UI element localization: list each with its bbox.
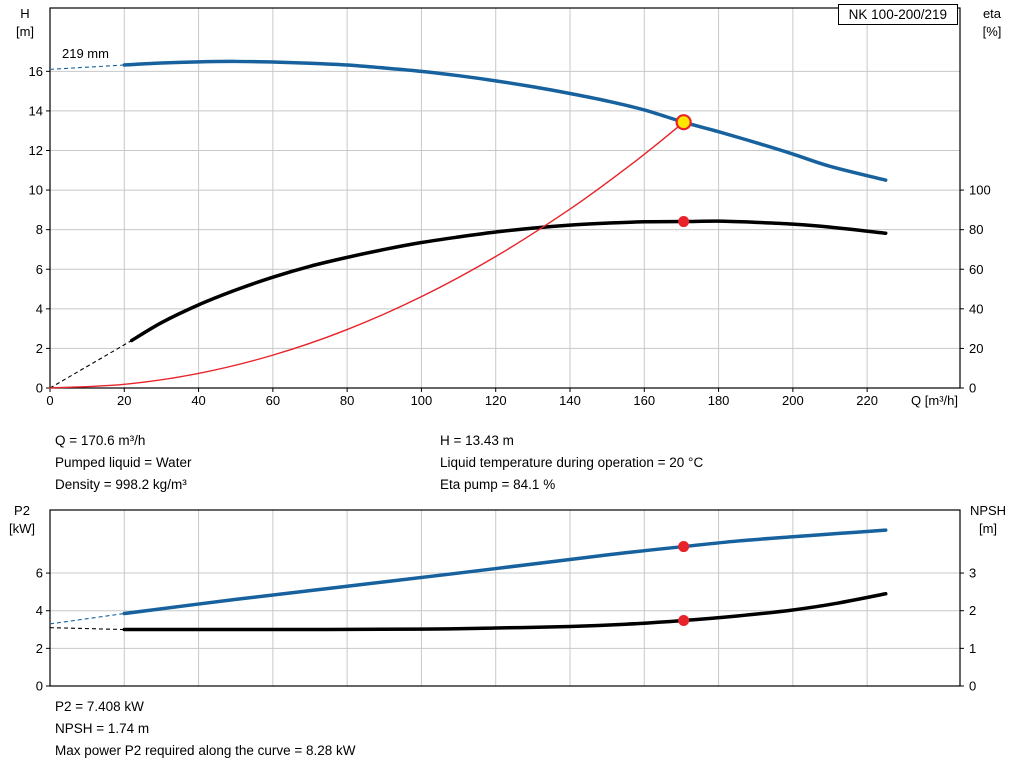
x-axis-title: Q [m³/h] xyxy=(911,393,958,408)
y-right-tick-label: 100 xyxy=(969,183,991,198)
y-right-tick-label: 40 xyxy=(969,301,983,316)
x-tick-label: 60 xyxy=(266,393,280,408)
y-right-tick-label: 80 xyxy=(969,222,983,237)
marker-eta-duty-point xyxy=(678,216,690,228)
y-right-tick-label: 60 xyxy=(969,262,983,277)
y-right-tick-label: 1 xyxy=(969,641,976,656)
x-tick-label: 120 xyxy=(485,393,507,408)
tick-labels: 0 2 4 6 0 1 2 3 xyxy=(36,566,976,694)
x-tick-label: 80 xyxy=(340,393,354,408)
curve-npsh-curve-lead xyxy=(49,627,125,631)
p2-value-text: P2 = 7.408 kW xyxy=(55,699,144,714)
y-right-tick-label: 0 xyxy=(969,679,976,694)
q-value-text: Q = 170.6 m³/h xyxy=(55,433,146,448)
marker-npsh-duty-point xyxy=(678,614,690,626)
marker-p2-duty-point xyxy=(678,541,690,553)
eta-axis-label-line2: [%] xyxy=(982,24,1002,39)
pumped-liquid-text: Pumped liquid = Water xyxy=(55,455,192,470)
max-power-text: Max power P2 required along the curve = … xyxy=(55,743,356,758)
h-axis-label: H [m] xyxy=(6,5,44,41)
plot-border xyxy=(49,509,961,687)
npsh-value-text: NPSH = 1.74 m xyxy=(55,721,150,736)
y-left-tick-label: 2 xyxy=(36,641,43,656)
npsh-axis-label-line2: [m] xyxy=(978,521,998,536)
plot-border xyxy=(49,7,961,389)
y-left-tick-label: 4 xyxy=(36,301,43,316)
curve-npsh-curve xyxy=(122,592,888,632)
density-text: Density = 998.2 kg/m³ xyxy=(55,477,187,492)
x-tick-label: 20 xyxy=(117,393,131,408)
p2-npsh-chart: 0 2 4 6 0 1 2 3 xyxy=(36,509,976,694)
eta-axis-label-line1: eta xyxy=(982,6,1002,21)
temperature-text: Liquid temperature during operation = 20… xyxy=(440,455,704,470)
y-left-tick-label: 12 xyxy=(29,143,43,158)
y-left-tick-label: 14 xyxy=(29,103,43,118)
gridlines xyxy=(50,510,960,686)
pump-type-label: NK 100-200/219 xyxy=(837,4,958,25)
curve-eta-curve-lead xyxy=(49,340,132,389)
x-tick-label: 160 xyxy=(633,393,655,408)
y-right-tick-label: 20 xyxy=(969,341,983,356)
y-left-tick-label: 16 xyxy=(29,64,43,79)
eta-axis-label: eta [%] xyxy=(966,5,1018,41)
gridlines xyxy=(50,8,960,388)
tick-labels: 0 20 40 60 80 100 120 140 160 180 200 220 Q [m³/h]02… xyxy=(29,64,991,408)
y-left-tick-label: 2 xyxy=(36,341,43,356)
x-tick-label: 100 xyxy=(411,393,433,408)
x-tick-label: 0 xyxy=(46,393,53,408)
x-tick-label: 140 xyxy=(559,393,581,408)
npsh-axis-label: NPSH [m] xyxy=(960,502,1016,538)
curve-head-curve-lead xyxy=(49,64,125,70)
x-tick-label: 180 xyxy=(708,393,730,408)
y-right-tick-label: 3 xyxy=(969,566,976,581)
curve-eta-curve xyxy=(129,219,888,343)
h-value-text: H = 13.43 m xyxy=(440,433,514,448)
y-left-tick-label: 8 xyxy=(36,222,43,237)
curve-system-curve xyxy=(49,121,685,389)
y-left-tick-label: 4 xyxy=(36,603,43,618)
power-info: P2 = 7.408 kW NPSH = 1.74 m Max power P2… xyxy=(55,696,356,762)
y-left-tick-label: 0 xyxy=(36,679,43,694)
y-left-tick-label: 10 xyxy=(29,183,43,198)
curve-head-curve xyxy=(122,59,888,182)
y-left-tick-label: 6 xyxy=(36,262,43,277)
x-tick-label: 200 xyxy=(782,393,804,408)
y-left-tick-label: 0 xyxy=(36,381,43,396)
npsh-axis-label-line1: NPSH xyxy=(969,503,1007,518)
x-tick-label: 40 xyxy=(191,393,205,408)
qh-eta-chart: 0 20 40 60 80 100 120 140 160 180 200 220 Q [m³/h]02… xyxy=(29,7,991,408)
duty-info-right: H = 13.43 m Liquid temperature during op… xyxy=(440,430,703,496)
impeller-diameter-label: 219 mm xyxy=(62,46,109,61)
curve-p2-curve-lead xyxy=(49,612,125,625)
curve-p2-curve xyxy=(122,528,888,616)
eta-value-text: Eta pump = 84.1 % xyxy=(440,477,556,492)
p2-axis-label-line1: P2 xyxy=(14,503,30,518)
p2-axis-label-line2: [kW] xyxy=(9,521,35,536)
marker-duty-point[interactable] xyxy=(675,114,692,131)
x-tick-label: 220 xyxy=(856,393,878,408)
h-axis-label-line1: H xyxy=(20,6,30,21)
y-left-tick-label: 6 xyxy=(36,566,43,581)
y-right-tick-label: 0 xyxy=(969,381,976,396)
y-right-tick-label: 2 xyxy=(969,603,976,618)
h-axis-label-line2: [m] xyxy=(15,24,35,39)
duty-info-left: Q = 170.6 m³/h Pumped liquid = Water Den… xyxy=(55,430,191,496)
p2-axis-label: P2 [kW] xyxy=(0,502,44,538)
